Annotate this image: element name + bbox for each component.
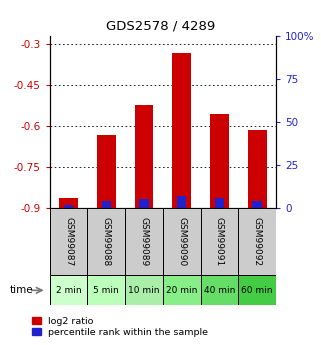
Text: 20 min: 20 min <box>166 286 197 295</box>
Bar <box>238 208 276 275</box>
Bar <box>215 198 224 208</box>
Bar <box>97 136 116 208</box>
Text: GSM99091: GSM99091 <box>215 217 224 266</box>
Text: 5 min: 5 min <box>93 286 119 295</box>
Text: 60 min: 60 min <box>241 286 273 295</box>
Bar <box>50 208 87 275</box>
Text: 10 min: 10 min <box>128 286 160 295</box>
Text: GDS2578 / 4289: GDS2578 / 4289 <box>106 19 215 32</box>
Bar <box>172 53 191 208</box>
Bar <box>248 130 267 208</box>
Text: 40 min: 40 min <box>204 286 235 295</box>
Bar <box>125 275 163 305</box>
Bar <box>163 275 201 305</box>
Bar <box>253 201 262 208</box>
Bar <box>102 201 111 208</box>
Text: 2 min: 2 min <box>56 286 82 295</box>
Bar <box>50 275 87 305</box>
Text: GSM99088: GSM99088 <box>102 217 111 266</box>
Legend: log2 ratio, percentile rank within the sample: log2 ratio, percentile rank within the s… <box>30 315 210 338</box>
Bar <box>59 198 78 208</box>
Bar <box>87 208 125 275</box>
Bar <box>87 275 125 305</box>
Text: GSM99090: GSM99090 <box>177 217 186 266</box>
Bar <box>201 275 238 305</box>
Text: time: time <box>10 285 33 295</box>
Bar <box>163 208 201 275</box>
Bar <box>139 199 149 208</box>
Bar <box>210 114 229 208</box>
Bar <box>238 275 276 305</box>
Bar <box>134 105 153 208</box>
Text: GSM99087: GSM99087 <box>64 217 73 266</box>
Bar <box>64 205 73 208</box>
Bar <box>125 208 163 275</box>
Bar <box>177 196 187 208</box>
Bar <box>201 208 238 275</box>
Text: GSM99089: GSM99089 <box>140 217 149 266</box>
Text: GSM99092: GSM99092 <box>253 217 262 266</box>
